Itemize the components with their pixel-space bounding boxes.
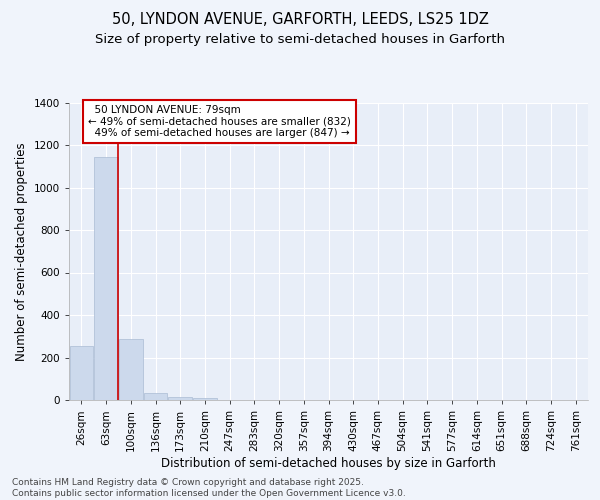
Text: Contains HM Land Registry data © Crown copyright and database right 2025.
Contai: Contains HM Land Registry data © Crown c… xyxy=(12,478,406,498)
X-axis label: Distribution of semi-detached houses by size in Garforth: Distribution of semi-detached houses by … xyxy=(161,456,496,469)
Bar xyxy=(70,346,93,400)
Bar xyxy=(144,393,167,400)
Text: 50 LYNDON AVENUE: 79sqm
← 49% of semi-detached houses are smaller (832)
  49% of: 50 LYNDON AVENUE: 79sqm ← 49% of semi-de… xyxy=(88,105,351,138)
Bar xyxy=(94,156,118,400)
Bar xyxy=(193,398,217,400)
Bar xyxy=(169,397,192,400)
Y-axis label: Number of semi-detached properties: Number of semi-detached properties xyxy=(15,142,28,360)
Bar xyxy=(119,339,143,400)
Text: 50, LYNDON AVENUE, GARFORTH, LEEDS, LS25 1DZ: 50, LYNDON AVENUE, GARFORTH, LEEDS, LS25… xyxy=(112,12,488,28)
Text: Size of property relative to semi-detached houses in Garforth: Size of property relative to semi-detach… xyxy=(95,32,505,46)
